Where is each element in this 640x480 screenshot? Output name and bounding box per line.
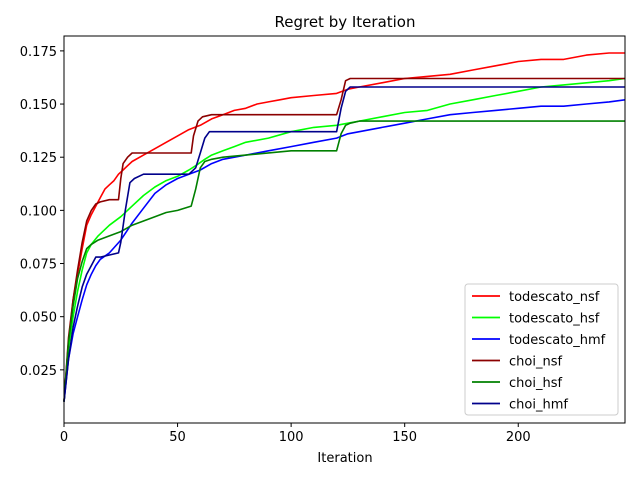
legend-label-todescato_hsf: todescato_hsf xyxy=(509,312,600,327)
x-tick-label: 150 xyxy=(392,430,417,445)
legend-box xyxy=(464,283,619,416)
y-tick-label: 0.175 xyxy=(20,45,57,60)
series-line-choi_hsf xyxy=(63,120,625,402)
legend-label-todescato_nsf: todescato_nsf xyxy=(509,290,600,305)
legend: todescato_nsf todescato_hsf todescato_hmfc… xyxy=(464,283,619,416)
legend-label-todescato_hmf: todescato_hmf xyxy=(509,333,606,348)
y-tick-label: 0.100 xyxy=(20,204,57,219)
x-axis-label: Iteration xyxy=(317,451,372,466)
series-line-choi_nsf xyxy=(63,77,625,402)
x-tick-label: 100 xyxy=(279,430,304,445)
series-line-todescato_hmf xyxy=(63,99,626,402)
y-tick-label: 0.075 xyxy=(20,258,57,273)
x-tick-label: 0 xyxy=(60,430,68,445)
y-tick-label: 0.125 xyxy=(20,151,57,166)
y-tick-label: 0.025 xyxy=(20,364,57,379)
y-tick-label: 0.150 xyxy=(20,98,57,113)
chart-title: Regret by Iteration xyxy=(274,13,415,31)
series-line-todescato_hsf xyxy=(63,77,626,402)
series-line-choi_hmf xyxy=(63,86,625,402)
legend-label-choi_nsf: choi_nsf xyxy=(509,355,562,370)
x-tick-label: 200 xyxy=(506,430,531,445)
series-lines xyxy=(63,52,626,402)
axes: 0 50 100 150 200 0.025 0.050 0.075 0.100 0.125 0.1… xyxy=(20,35,626,445)
legend-label-choi_hsf: choi_hsf xyxy=(509,376,562,391)
legend-label-choi_hmf: choi_hmf xyxy=(509,398,568,413)
x-tick-label: 50 xyxy=(169,430,186,445)
y-tick-label: 0.050 xyxy=(20,311,57,326)
series-line-todescato_nsf xyxy=(63,52,625,402)
plot-frame xyxy=(63,35,626,424)
